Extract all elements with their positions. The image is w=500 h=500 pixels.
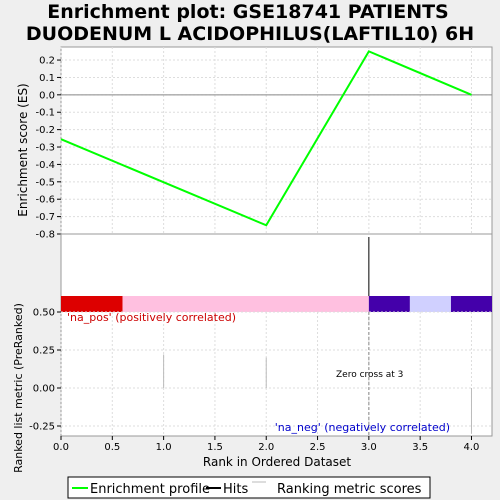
metric-ytick-label-0: 0.50 xyxy=(33,308,55,319)
neg-annotation: 'na_neg' (negatively correlated) xyxy=(275,421,450,434)
xtick-label-7: 3.5 xyxy=(412,442,428,453)
es-y-axis-label: Enrichment score (ES) xyxy=(16,83,30,216)
legend: Enrichment profile Hits Ranking metric s… xyxy=(67,476,431,499)
es-ytick-label-7: -0.5 xyxy=(35,177,55,188)
es-ytick-label-5: -0.3 xyxy=(35,143,55,154)
legend-label-hits: Hits xyxy=(223,482,248,497)
enrichment-profile-line xyxy=(60,50,472,227)
es-ytick-label-4: -0.2 xyxy=(35,125,55,136)
color-bar-segment-3 xyxy=(409,296,451,312)
rank-color-bar xyxy=(61,296,492,312)
legend-label-metric: Ranking metric scores xyxy=(277,482,422,497)
legend-box xyxy=(67,476,431,499)
es-ytick-label-0: 0.2 xyxy=(39,56,55,67)
metric-y-ticks: 0.50 0.25 0.00 -0.25 xyxy=(29,308,61,433)
metric-score-lines xyxy=(163,354,472,434)
es-ytick-label-8: -0.6 xyxy=(35,195,55,206)
xtick-label-2: 1.0 xyxy=(156,442,172,453)
es-ytick-label-1: 0.1 xyxy=(39,73,55,84)
es-ytick-label-2: 0.0 xyxy=(39,90,55,101)
es-panel: 0.2 0.1 0.0 -0.1 -0.2 -0.3 -0.4 -0.5 -0.6 -0.7 -0.… xyxy=(16,46,493,241)
color-bar-segment-1 xyxy=(122,296,369,312)
x-axis-label: Rank in Ordered Dataset xyxy=(203,455,351,469)
x-ticks: 0.0 0.5 1.0 1.5 2.0 2.5 3.0 3.5 4.0 xyxy=(53,436,479,453)
es-y-ticks: 0.2 0.1 0.0 -0.1 -0.2 -0.3 -0.4 -0.5 -0.6 -0.7 -0.… xyxy=(35,56,61,241)
xtick-label-6: 3.0 xyxy=(361,442,377,453)
metric-y-axis-label: Ranked list metric (PreRanked) xyxy=(12,303,25,473)
xtick-label-3: 1.5 xyxy=(207,442,223,453)
es-grid xyxy=(60,47,492,235)
xtick-label-1: 0.5 xyxy=(104,442,120,453)
xtick-label-8: 4.0 xyxy=(464,442,480,453)
pos-annotation: 'na_pos' (positively correlated) xyxy=(67,311,236,324)
color-bar-segment-0 xyxy=(61,296,123,312)
xtick-label-0: 0.0 xyxy=(53,442,69,453)
chart-title-line-1: Enrichment plot: GSE18741 PATIENTS xyxy=(47,1,449,23)
metric-panel-frame xyxy=(60,233,493,437)
es-ytick-label-6: -0.4 xyxy=(35,160,55,171)
es-ytick-label-3: -0.1 xyxy=(35,108,55,119)
es-ytick-label-9: -0.7 xyxy=(35,212,55,223)
color-bar-segment-2 xyxy=(368,296,410,312)
metric-panel: 0.50 0.25 0.00 -0.25 'na_pos' (positively c… xyxy=(12,233,493,473)
zero-cross-annotation: Zero cross at 3 xyxy=(336,370,403,380)
chart-title-line-2: DUODENUM L ACIDOPHILUS(LAFTIL10) 6H xyxy=(26,23,474,45)
es-ytick-label-10: -0.8 xyxy=(35,230,55,241)
xtick-label-4: 2.0 xyxy=(258,442,274,453)
metric-ytick-label-1: 0.25 xyxy=(33,346,55,357)
color-bar-segment-4 xyxy=(450,296,492,312)
metric-ytick-label-2: 0.00 xyxy=(33,384,55,395)
xtick-label-5: 2.5 xyxy=(310,442,326,453)
legend-label-enrichment: Enrichment profile xyxy=(90,482,210,497)
metric-ytick-label-3: -0.25 xyxy=(29,422,55,433)
